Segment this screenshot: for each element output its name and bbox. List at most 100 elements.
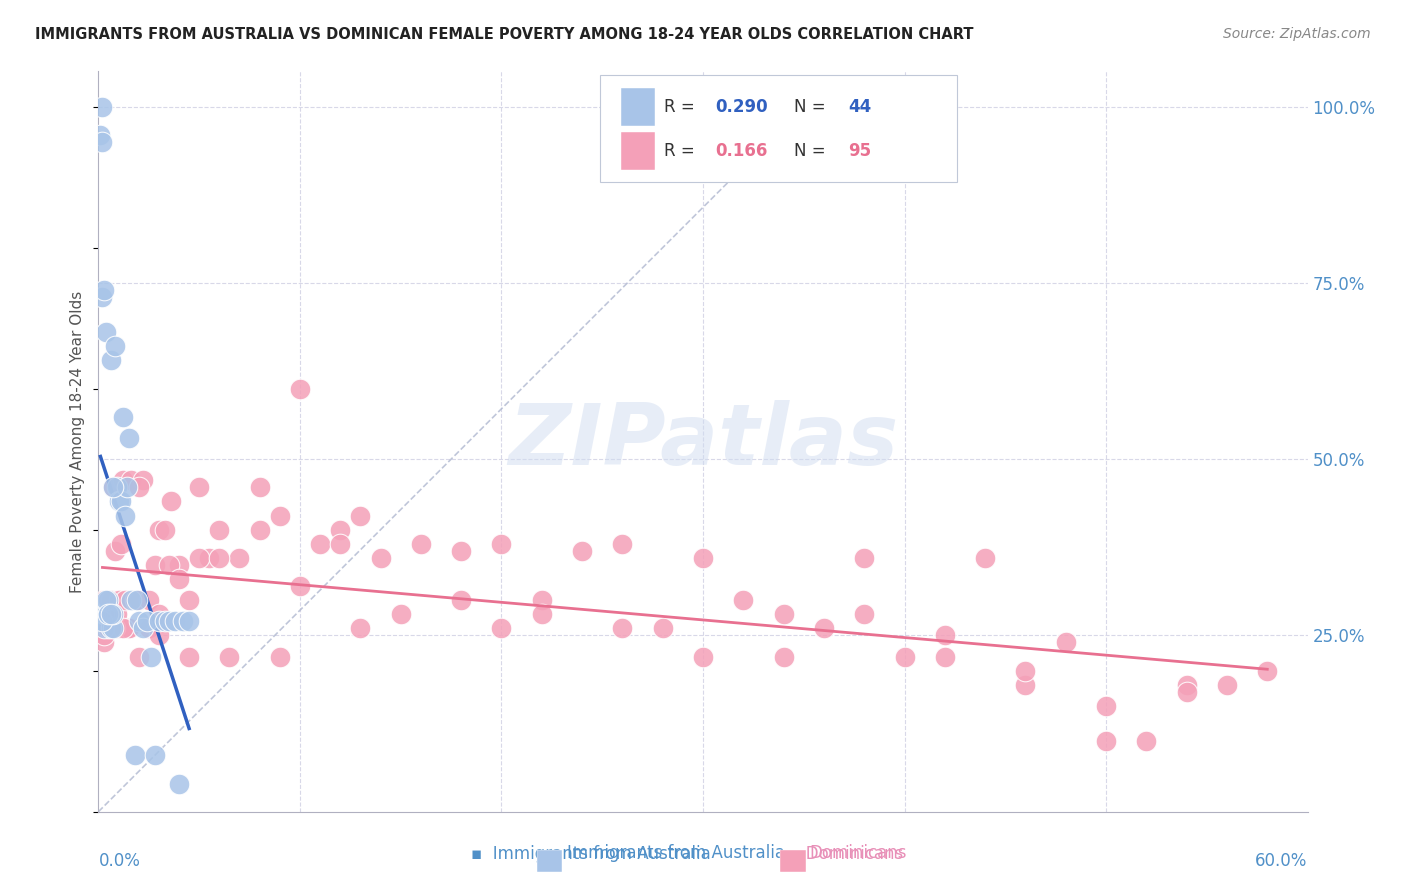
Y-axis label: Female Poverty Among 18-24 Year Olds: Female Poverty Among 18-24 Year Olds	[70, 291, 86, 592]
Text: Source: ZipAtlas.com: Source: ZipAtlas.com	[1223, 27, 1371, 41]
Point	[100, 353, 122, 368]
Point	[93, 607, 115, 622]
Point	[103, 621, 125, 635]
Point	[1175, 678, 1198, 692]
Text: 0.166: 0.166	[716, 142, 768, 160]
Point	[370, 550, 392, 565]
Point	[692, 649, 714, 664]
Point	[100, 621, 122, 635]
Point	[288, 579, 311, 593]
Point	[101, 480, 124, 494]
Point	[853, 607, 876, 622]
Point	[167, 776, 190, 790]
Point	[132, 621, 155, 635]
Text: 60.0%: 60.0%	[1256, 853, 1308, 871]
Point	[96, 325, 118, 339]
Point	[228, 550, 250, 565]
Point	[160, 494, 183, 508]
Point	[101, 621, 124, 635]
Point	[148, 607, 170, 622]
Point	[93, 593, 115, 607]
Point	[813, 621, 835, 635]
Point	[96, 621, 118, 635]
Point	[218, 649, 240, 664]
Point	[148, 615, 170, 629]
Text: N =: N =	[793, 98, 831, 116]
Text: R =: R =	[664, 142, 700, 160]
Point	[1054, 635, 1077, 649]
Point	[249, 480, 271, 494]
Point	[93, 635, 115, 649]
Point	[530, 607, 553, 622]
Text: 95: 95	[848, 142, 872, 160]
Point	[491, 537, 513, 551]
Point	[1175, 685, 1198, 699]
Point	[91, 290, 114, 304]
Point	[934, 649, 956, 664]
Point	[1135, 734, 1157, 748]
Point	[96, 607, 118, 622]
Point	[115, 480, 138, 494]
Point	[188, 550, 211, 565]
Point	[118, 431, 141, 445]
Point	[450, 544, 472, 558]
Point	[100, 607, 122, 622]
Point	[571, 544, 593, 558]
Point	[179, 649, 201, 664]
FancyBboxPatch shape	[621, 87, 655, 126]
Point	[329, 537, 352, 551]
Point	[100, 607, 122, 622]
Point	[91, 607, 114, 622]
Point	[120, 593, 142, 607]
Point	[288, 382, 311, 396]
Point	[138, 593, 160, 607]
Point	[97, 607, 120, 622]
Point	[103, 607, 125, 622]
FancyBboxPatch shape	[621, 132, 655, 169]
Point	[389, 607, 412, 622]
Point	[139, 649, 162, 664]
Text: N =: N =	[793, 142, 831, 160]
Point	[309, 537, 332, 551]
Point	[93, 628, 115, 642]
Point	[105, 607, 128, 622]
Point	[733, 593, 755, 607]
Point	[772, 649, 794, 664]
Text: 44: 44	[848, 98, 872, 116]
Point	[934, 628, 956, 642]
Point	[118, 621, 141, 635]
Point	[153, 523, 176, 537]
Point	[143, 558, 166, 572]
Text: 0.0%: 0.0%	[98, 853, 141, 871]
Point	[96, 607, 118, 622]
Point	[93, 621, 115, 635]
Point	[103, 544, 125, 558]
Point	[612, 621, 634, 635]
Point	[138, 621, 160, 635]
Point	[329, 523, 352, 537]
Point	[128, 649, 150, 664]
Point	[409, 537, 432, 551]
Point	[179, 593, 201, 607]
Point	[1014, 678, 1036, 692]
Point	[89, 607, 111, 622]
Point	[269, 508, 291, 523]
Point	[107, 494, 129, 508]
Point	[110, 494, 132, 508]
Point	[1256, 664, 1278, 678]
Point	[135, 615, 157, 629]
Point	[110, 537, 132, 551]
Point	[651, 621, 673, 635]
Point	[107, 593, 129, 607]
Point	[269, 649, 291, 664]
Point	[172, 615, 194, 629]
Point	[97, 621, 120, 635]
Point	[163, 615, 186, 629]
Point	[188, 480, 211, 494]
Text: ZIPatlas: ZIPatlas	[508, 400, 898, 483]
Point	[157, 558, 180, 572]
Point	[208, 523, 231, 537]
Point	[128, 480, 150, 494]
Point	[148, 523, 170, 537]
Point	[111, 621, 134, 635]
